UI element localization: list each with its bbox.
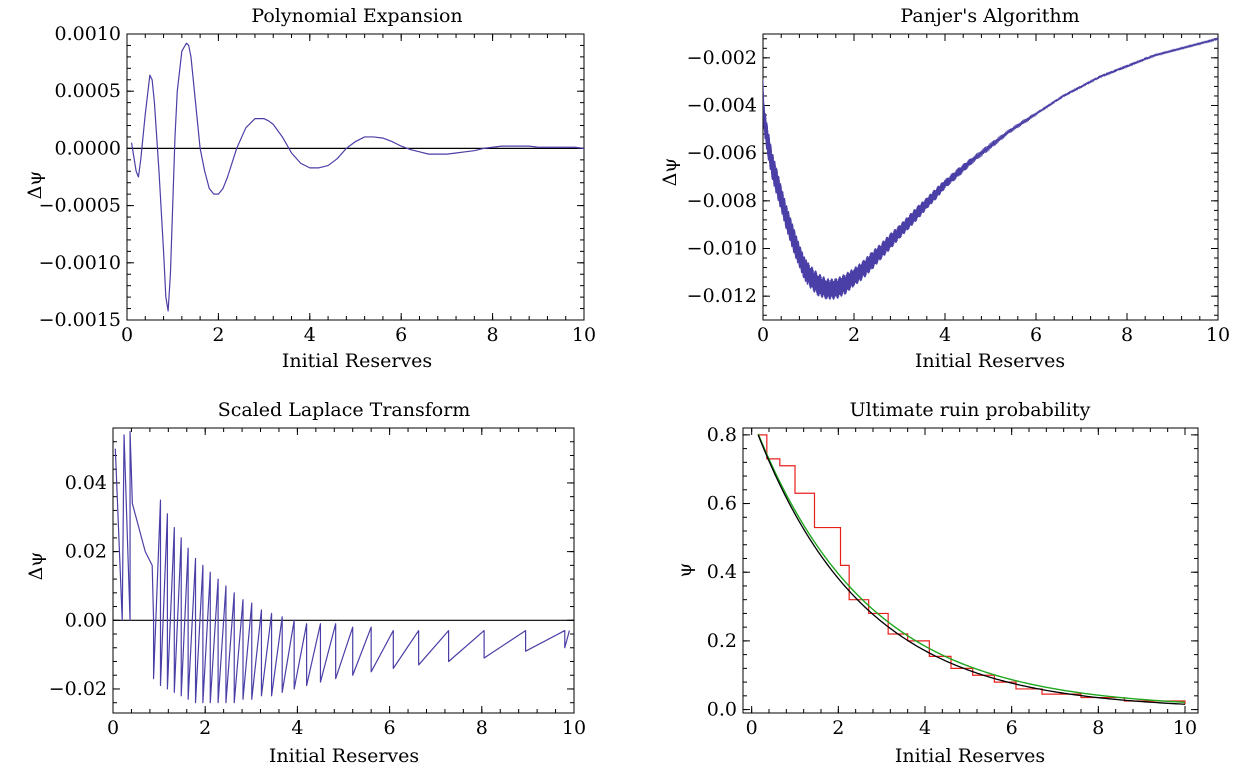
x-tick-label: 6 xyxy=(1006,717,1018,739)
chart-ultimate-ruin-probability: Ultimate ruin probability Initial Reserv… xyxy=(674,399,1199,767)
x-tick-label: 6 xyxy=(395,324,407,346)
y-tick-label: 0.0010 xyxy=(55,23,121,45)
x-tick-label: 8 xyxy=(476,717,488,739)
y-tick-label: 0.0005 xyxy=(55,80,121,102)
y-tick-label: 0.0 xyxy=(707,699,737,721)
x-tick-label: 8 xyxy=(487,324,499,346)
x-axis-label: Initial Reserves xyxy=(915,350,1065,372)
x-axis-label: Initial Reserves xyxy=(895,745,1045,767)
y-axis-label: Δψ xyxy=(659,158,681,187)
y-tick-label: 0.04 xyxy=(65,472,107,494)
x-axis-label: Initial Reserves xyxy=(282,350,432,372)
step-approximation-line xyxy=(758,434,1186,705)
x-tick-label: 0 xyxy=(757,324,769,346)
x-tick-label: 0 xyxy=(121,324,133,346)
chart-title: Scaled Laplace Transform xyxy=(218,399,471,421)
y-tick-label: −0.006 xyxy=(687,142,757,164)
y-tick-label: 0.4 xyxy=(707,561,737,583)
y-tick-label: −0.004 xyxy=(687,95,757,117)
y-axis-label: ψ xyxy=(674,563,696,578)
x-tick-label: 8 xyxy=(1092,717,1104,739)
y-tick-label: 0.8 xyxy=(707,424,737,446)
x-tick-label: 10 xyxy=(1206,324,1230,346)
x-tick-label: 4 xyxy=(291,717,303,739)
chart-title: Polynomial Expansion xyxy=(251,5,462,27)
x-axis-label: Initial Reserves xyxy=(269,745,419,767)
x-tick-label: 6 xyxy=(384,717,396,739)
plot-frame xyxy=(112,427,575,714)
y-tick-label: −0.010 xyxy=(687,238,757,260)
x-tick-label: 2 xyxy=(212,324,224,346)
y-tick-label: −0.0010 xyxy=(39,252,121,274)
chart-title: Panjer's Algorithm xyxy=(900,5,1079,27)
exact-curve-line xyxy=(757,434,1186,705)
y-tick-label: 0.2 xyxy=(707,630,737,652)
x-tick-label: 2 xyxy=(199,717,211,739)
series-line xyxy=(114,430,570,704)
x-tick-label: 10 xyxy=(572,324,596,346)
series-line xyxy=(763,37,1218,300)
series-line xyxy=(130,42,584,312)
x-tick-label: 0 xyxy=(107,717,119,739)
y-tick-label: 0.02 xyxy=(65,541,107,563)
x-tick-label: 4 xyxy=(304,324,316,346)
chart-title: Ultimate ruin probability xyxy=(850,399,1091,421)
y-tick-label: −0.02 xyxy=(49,678,107,700)
x-tick-label: 0 xyxy=(746,717,758,739)
x-tick-label: 2 xyxy=(848,324,860,346)
y-tick-label: 0.00 xyxy=(65,609,107,631)
y-tick-label: 0.0000 xyxy=(55,137,121,159)
x-tick-label: 10 xyxy=(562,717,586,739)
x-tick-label: 6 xyxy=(1030,324,1042,346)
x-tick-label: 10 xyxy=(1173,717,1197,739)
chart-scaled-laplace-transform: Scaled Laplace Transform Initial Reserve… xyxy=(25,399,586,767)
x-tick-label: 4 xyxy=(939,324,951,346)
y-tick-label: −0.0005 xyxy=(39,195,121,217)
x-tick-label: 4 xyxy=(919,717,931,739)
chart-panjers-algorithm: Panjer's Algorithm Initial Reserves Δψ 0… xyxy=(659,5,1230,372)
y-tick-label: −0.012 xyxy=(687,285,757,307)
smooth-approximation-line xyxy=(757,433,1186,704)
plot-frame xyxy=(126,33,585,321)
x-tick-label: 8 xyxy=(1121,324,1133,346)
chart-polynomial-expansion: Polynomial Expansion Initial Reserves Δψ… xyxy=(24,5,596,372)
y-tick-label: −0.0015 xyxy=(39,309,121,331)
y-axis-label: Δψ xyxy=(25,552,47,581)
x-tick-label: 2 xyxy=(832,717,844,739)
y-tick-label: −0.002 xyxy=(687,47,757,69)
y-axis-label: Δψ xyxy=(24,171,46,200)
plot-frame xyxy=(742,427,1199,714)
plot-frame xyxy=(762,33,1219,321)
y-tick-label: 0.6 xyxy=(707,493,737,515)
y-tick-label: −0.008 xyxy=(687,190,757,212)
